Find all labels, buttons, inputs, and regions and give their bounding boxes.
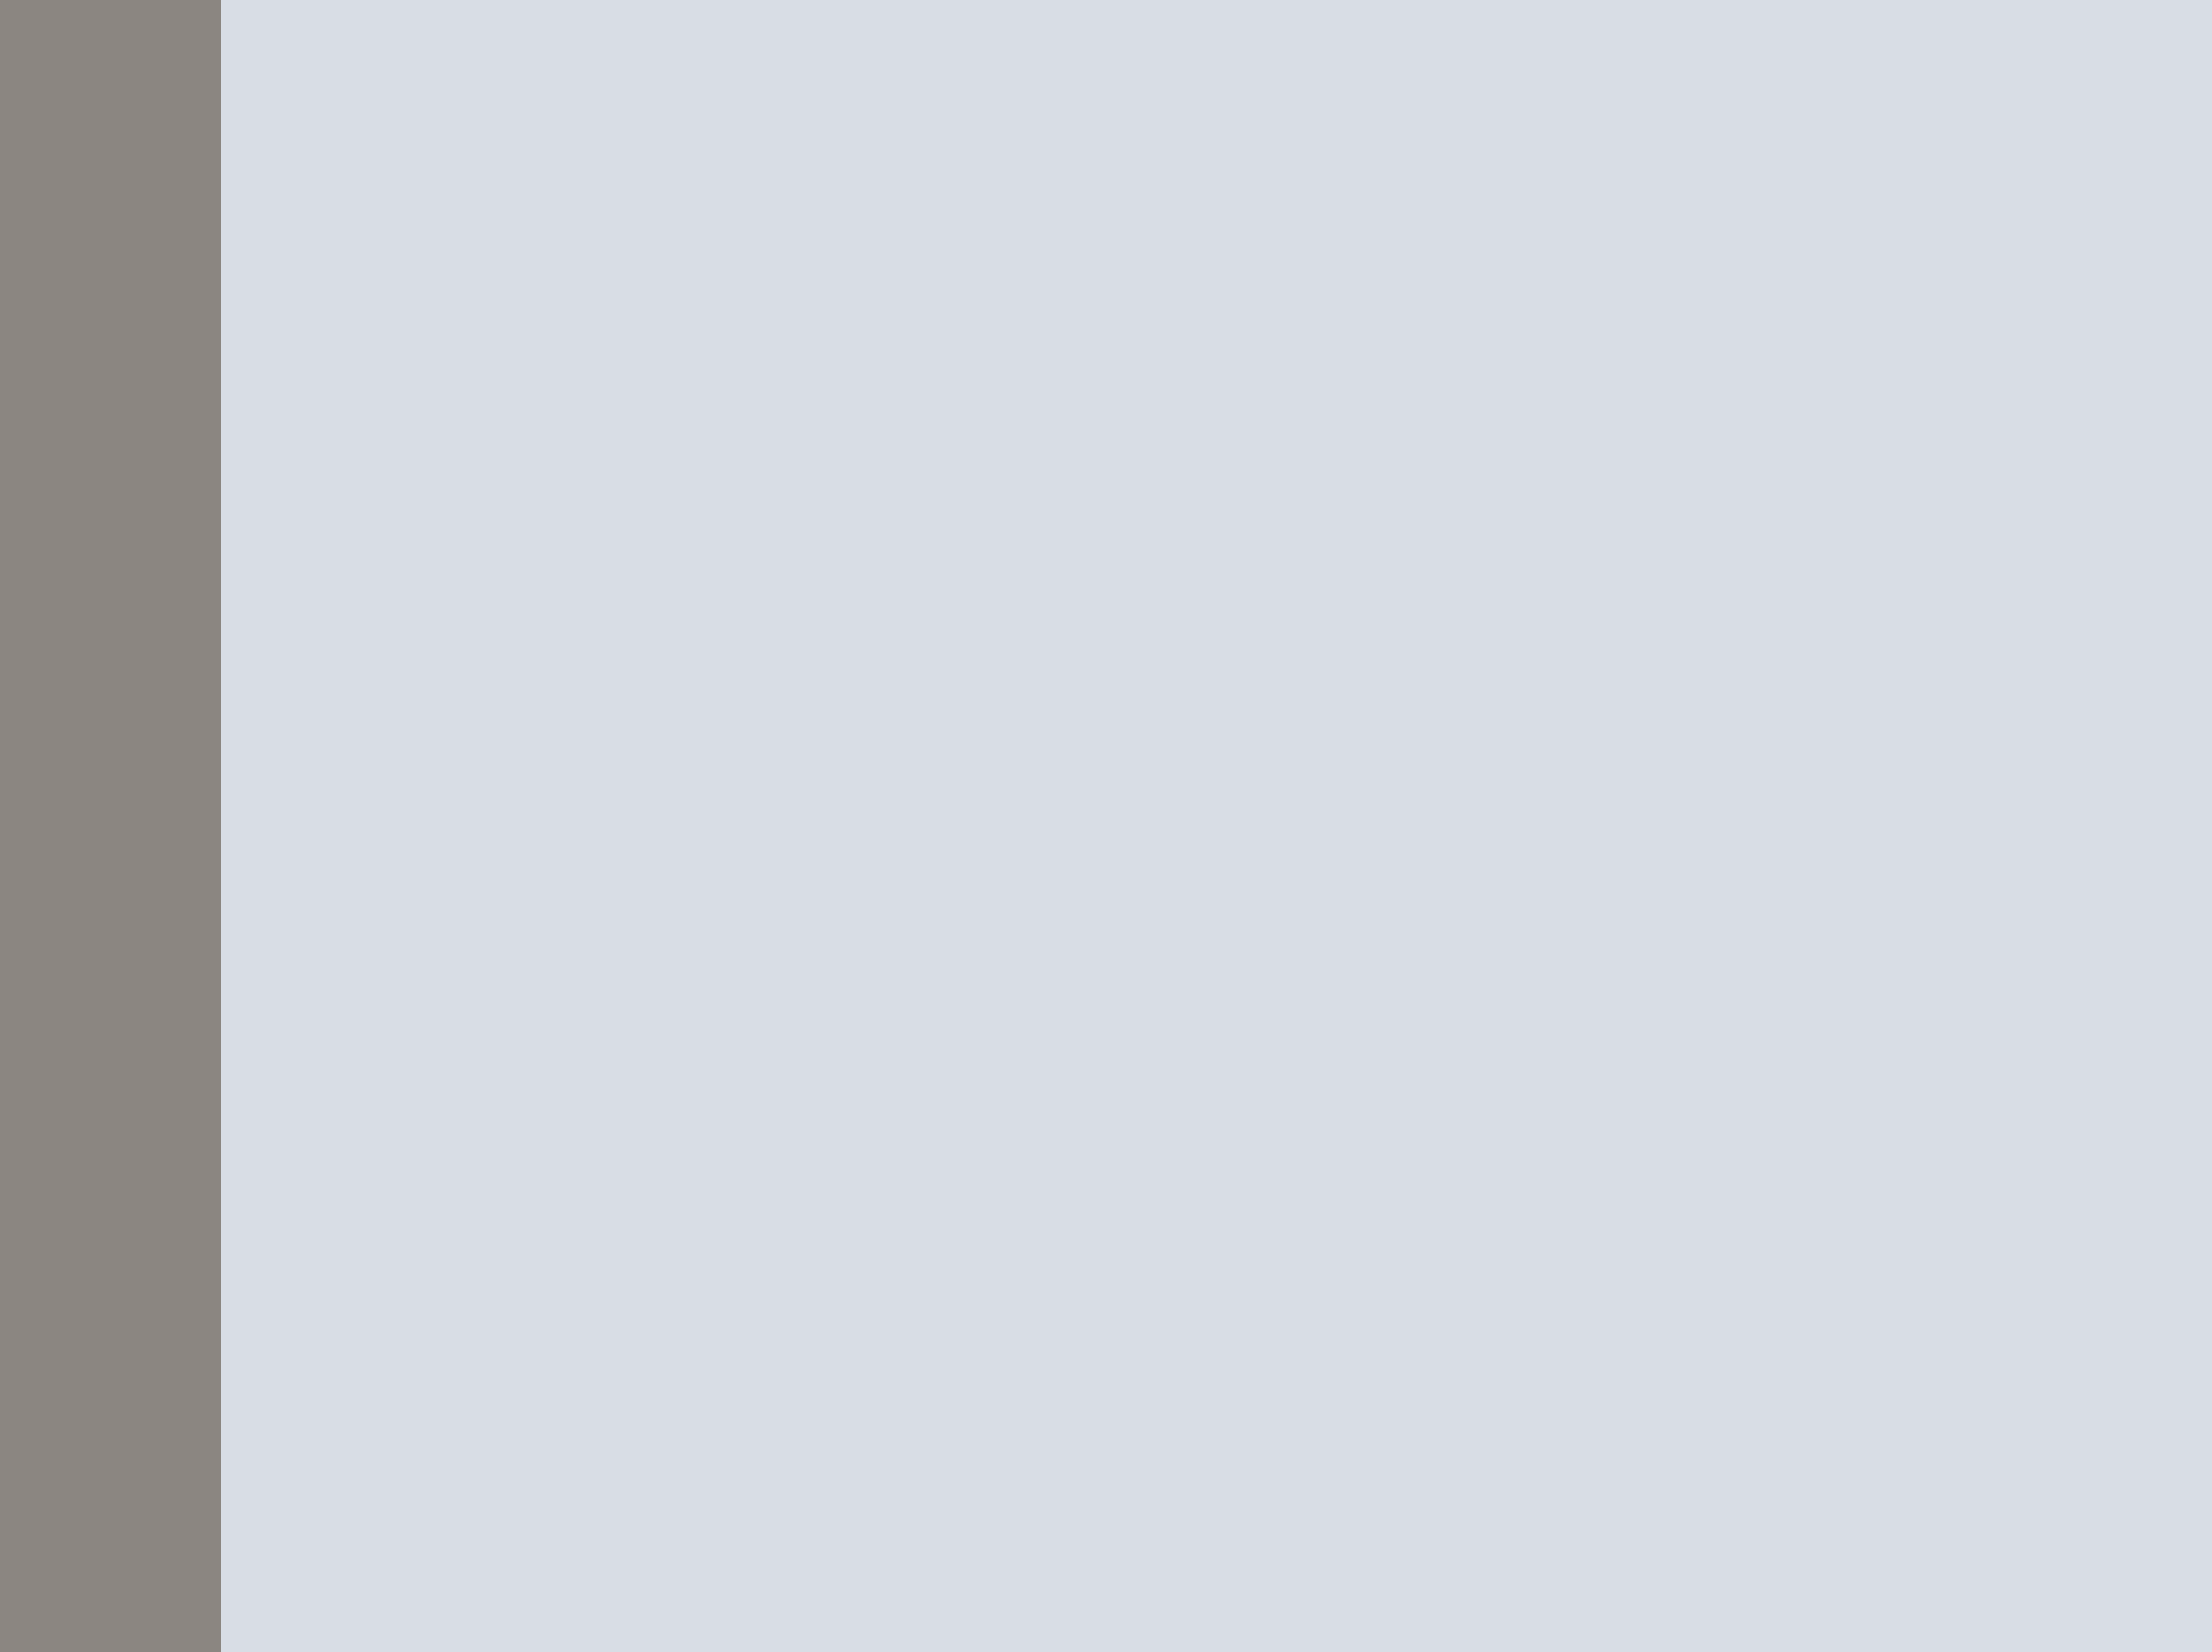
Text: You should spend about 20 minutes on this task.: You should spend about 20 minutes on thi… xyxy=(431,157,951,177)
rail xyxy=(1438,1282,1464,1302)
Text: WRITING TASK 1: WRITING TASK 1 xyxy=(1064,74,1369,107)
Line: pipeline: pipeline xyxy=(630,1346,2068,1569)
rail xyxy=(617,1259,644,1279)
pipeline xyxy=(1029,1507,1055,1526)
rail xyxy=(2055,1221,2081,1241)
rail xyxy=(1234,1290,1261,1310)
Text: 1974 and 2002 by four different modes of transport.: 1974 and 2002 by four different modes of… xyxy=(442,306,1042,325)
water xyxy=(617,1259,644,1279)
water xyxy=(1029,1244,1055,1264)
Line: water: water xyxy=(630,1023,2068,1269)
Text: Summarise the information by selecting and reporting the main features, and: Summarise the information by selecting a… xyxy=(442,388,1332,408)
FancyBboxPatch shape xyxy=(387,206,2157,529)
road xyxy=(823,1004,849,1024)
road xyxy=(2055,796,2081,816)
water xyxy=(1849,1067,1876,1087)
rail xyxy=(1029,1290,1055,1310)
Title: Goods transported in UK (1974–2002): Goods transported in UK (1974–2002) xyxy=(1168,629,1531,646)
water xyxy=(1644,1105,1670,1125)
pipeline xyxy=(823,1545,849,1564)
Text: make comparisons where relevant.: make comparisons where relevant. xyxy=(442,451,841,471)
pipeline xyxy=(2055,1336,2081,1356)
road xyxy=(1029,1028,1055,1047)
pipeline xyxy=(1438,1437,1464,1457)
Text: Write at least 150 words.: Write at least 150 words. xyxy=(431,586,699,606)
rail xyxy=(1644,1313,1670,1333)
water xyxy=(2055,1013,2081,1032)
pipeline xyxy=(1644,1398,1670,1417)
road xyxy=(1438,935,1464,955)
water xyxy=(1234,1105,1261,1125)
Line: road: road xyxy=(630,806,2068,1037)
road xyxy=(1644,935,1670,955)
road xyxy=(1234,990,1261,1009)
road xyxy=(1849,889,1876,909)
Line: rail: rail xyxy=(630,1231,2068,1323)
water xyxy=(823,1236,849,1256)
pipeline xyxy=(1849,1374,1876,1394)
water xyxy=(1438,1090,1464,1110)
Text: The graph below shows the quantities of goods transported in the UK between: The graph below shows the quantities of … xyxy=(442,236,1343,256)
rail xyxy=(823,1252,849,1272)
road xyxy=(617,1028,644,1047)
Y-axis label: Million tonnes: Million tonnes xyxy=(571,1062,586,1168)
pipeline xyxy=(1234,1437,1261,1457)
Legend: road, water, rail, pipeline: road, water, rail, pipeline xyxy=(1920,661,2062,767)
rail xyxy=(1849,1275,1876,1295)
pipeline xyxy=(617,1559,644,1579)
